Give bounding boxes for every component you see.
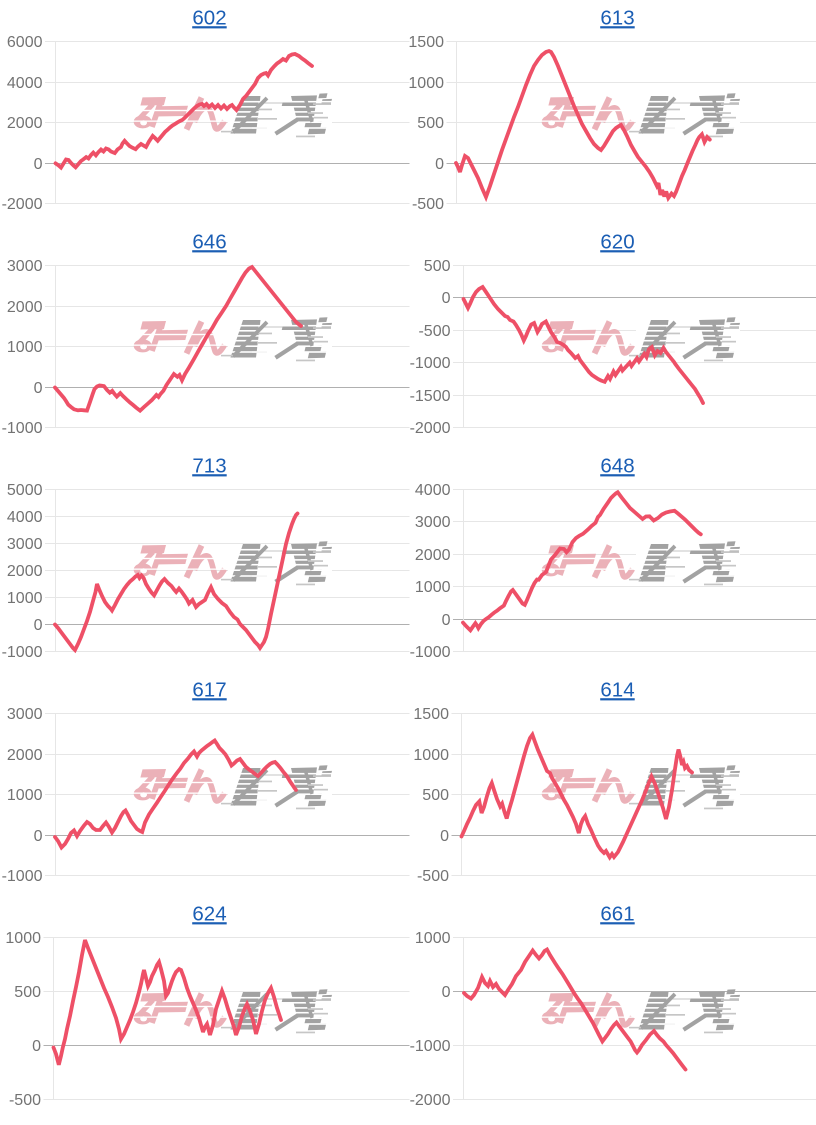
svg-text:0: 0 (34, 617, 43, 634)
svg-text:-1000: -1000 (410, 644, 451, 661)
svg-text:-500: -500 (418, 323, 450, 340)
svg-text:613: 613 (600, 7, 634, 30)
svg-text:2000: 2000 (7, 299, 43, 316)
svg-text:1500: 1500 (408, 34, 444, 51)
svg-text:1000: 1000 (415, 930, 451, 947)
svg-text:2000: 2000 (415, 547, 451, 564)
svg-text:2000: 2000 (7, 747, 43, 764)
svg-text:3000: 3000 (7, 706, 43, 723)
svg-text:3000: 3000 (415, 514, 451, 531)
svg-text:1000: 1000 (7, 787, 43, 804)
svg-text:0: 0 (442, 984, 451, 1001)
svg-text:500: 500 (14, 984, 41, 1001)
svg-text:-1000: -1000 (2, 644, 43, 661)
svg-text:1000: 1000 (7, 339, 43, 356)
svg-text:6000: 6000 (7, 34, 43, 51)
svg-text:0: 0 (442, 612, 451, 629)
svg-text:614: 614 (600, 679, 634, 702)
svg-text:-500: -500 (412, 196, 444, 213)
svg-text:1000: 1000 (415, 579, 451, 596)
svg-text:0: 0 (442, 290, 451, 307)
svg-text:4000: 4000 (7, 509, 43, 526)
svg-text:-1000: -1000 (2, 420, 43, 437)
svg-text:-1000: -1000 (410, 355, 451, 372)
svg-text:661: 661 (600, 903, 634, 926)
svg-text:0: 0 (34, 380, 43, 397)
svg-text:500: 500 (417, 115, 444, 132)
svg-text:500: 500 (422, 787, 449, 804)
svg-text:617: 617 (192, 679, 226, 702)
svg-text:-1000: -1000 (2, 868, 43, 885)
svg-text:0: 0 (440, 828, 449, 845)
svg-text:602: 602 (192, 7, 226, 30)
svg-text:5000: 5000 (7, 482, 43, 499)
svg-text:2000: 2000 (7, 563, 43, 580)
svg-text:-2000: -2000 (2, 196, 43, 213)
svg-text:1000: 1000 (7, 590, 43, 607)
svg-text:620: 620 (600, 231, 634, 254)
svg-text:624: 624 (192, 903, 226, 926)
svg-text:-1000: -1000 (410, 1038, 451, 1055)
svg-text:4000: 4000 (415, 482, 451, 499)
svg-text:3000: 3000 (7, 258, 43, 275)
svg-text:1500: 1500 (413, 706, 449, 723)
svg-text:1000: 1000 (413, 747, 449, 764)
svg-text:646: 646 (192, 231, 226, 254)
svg-text:500: 500 (424, 258, 451, 275)
svg-text:648: 648 (600, 455, 634, 478)
svg-text:0: 0 (435, 156, 444, 173)
svg-text:3000: 3000 (7, 536, 43, 553)
svg-text:-2000: -2000 (410, 420, 451, 437)
svg-text:4000: 4000 (7, 75, 43, 92)
svg-text:-1500: -1500 (410, 388, 451, 405)
svg-text:1000: 1000 (408, 75, 444, 92)
svg-text:0: 0 (34, 156, 43, 173)
svg-text:1000: 1000 (5, 930, 41, 947)
svg-text:713: 713 (192, 455, 226, 478)
svg-text:0: 0 (32, 1038, 41, 1055)
svg-text:-500: -500 (417, 868, 449, 885)
svg-text:2000: 2000 (7, 115, 43, 132)
svg-text:-2000: -2000 (410, 1092, 451, 1109)
svg-text:0: 0 (34, 828, 43, 845)
svg-text:-500: -500 (9, 1092, 41, 1109)
